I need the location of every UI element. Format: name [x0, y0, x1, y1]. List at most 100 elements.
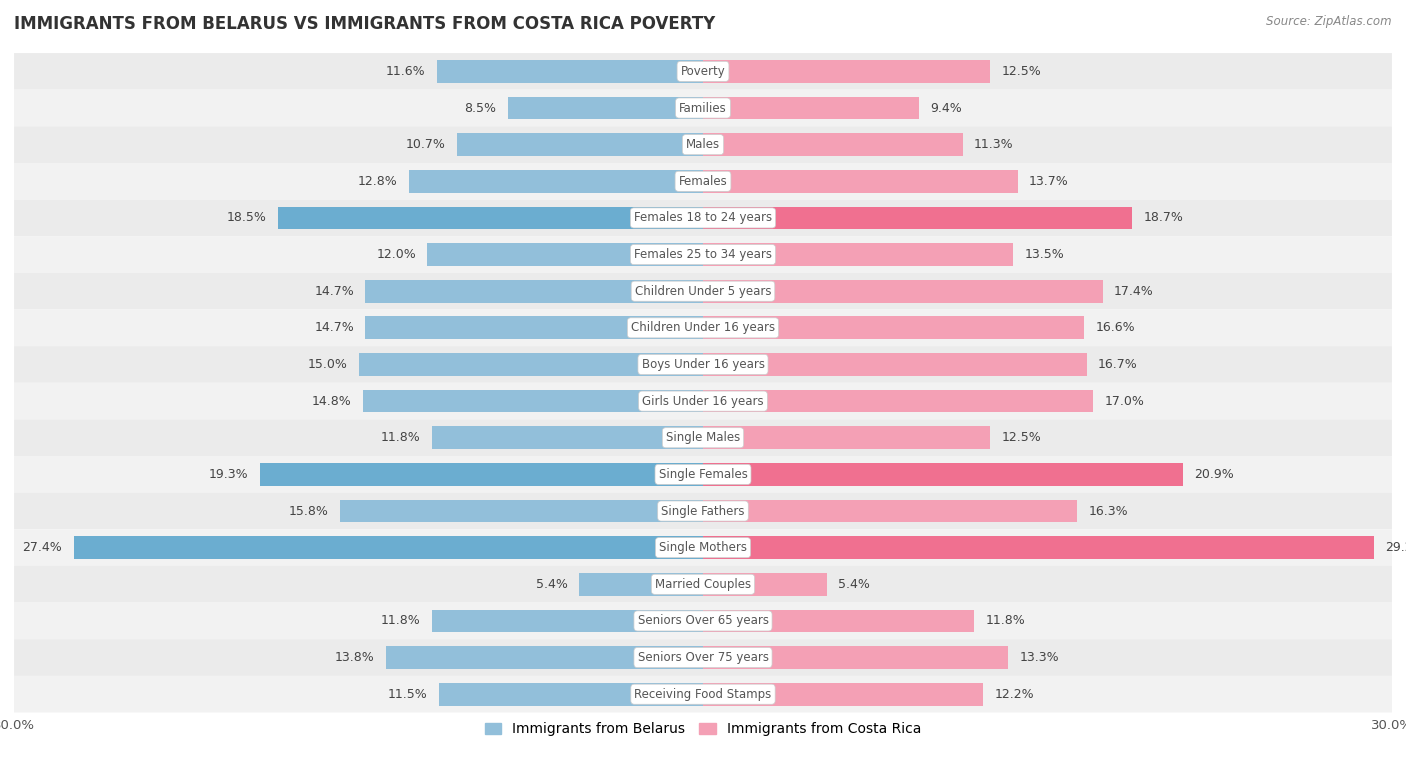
Bar	[432, 609, 703, 632]
Text: 13.8%: 13.8%	[335, 651, 374, 664]
Bar	[703, 280, 1102, 302]
FancyBboxPatch shape	[14, 236, 1392, 273]
Bar	[579, 573, 703, 596]
Text: 17.4%: 17.4%	[1114, 285, 1154, 298]
FancyBboxPatch shape	[14, 566, 1392, 603]
FancyBboxPatch shape	[14, 163, 1392, 199]
Text: Females 18 to 24 years: Females 18 to 24 years	[634, 211, 772, 224]
Bar	[703, 317, 1084, 339]
Text: 16.3%: 16.3%	[1088, 505, 1129, 518]
Bar	[432, 427, 703, 449]
Bar	[703, 500, 1077, 522]
Text: 16.7%: 16.7%	[1098, 358, 1137, 371]
FancyBboxPatch shape	[14, 603, 1392, 639]
Text: 20.9%: 20.9%	[1195, 468, 1234, 481]
Text: 16.6%: 16.6%	[1095, 321, 1135, 334]
Text: Children Under 5 years: Children Under 5 years	[634, 285, 772, 298]
Bar	[703, 427, 990, 449]
Text: 10.7%: 10.7%	[406, 138, 446, 151]
FancyBboxPatch shape	[14, 529, 1392, 566]
Bar	[439, 683, 703, 706]
Text: Single Females: Single Females	[658, 468, 748, 481]
Bar	[703, 353, 1087, 376]
Text: Children Under 16 years: Children Under 16 years	[631, 321, 775, 334]
Bar	[703, 573, 827, 596]
Bar	[703, 170, 1018, 193]
Bar	[703, 390, 1094, 412]
Text: 11.8%: 11.8%	[381, 615, 420, 628]
FancyBboxPatch shape	[14, 419, 1392, 456]
Text: 12.5%: 12.5%	[1001, 65, 1042, 78]
FancyBboxPatch shape	[14, 383, 1392, 419]
Text: 5.4%: 5.4%	[838, 578, 870, 590]
Text: 15.8%: 15.8%	[288, 505, 329, 518]
Bar	[508, 97, 703, 119]
Text: Single Mothers: Single Mothers	[659, 541, 747, 554]
Text: 11.8%: 11.8%	[381, 431, 420, 444]
Bar	[363, 390, 703, 412]
Bar	[260, 463, 703, 486]
Text: 29.2%: 29.2%	[1385, 541, 1406, 554]
Text: IMMIGRANTS FROM BELARUS VS IMMIGRANTS FROM COSTA RICA POVERTY: IMMIGRANTS FROM BELARUS VS IMMIGRANTS FR…	[14, 15, 716, 33]
Text: 17.0%: 17.0%	[1105, 395, 1144, 408]
Text: 13.7%: 13.7%	[1029, 175, 1069, 188]
Text: 18.5%: 18.5%	[226, 211, 267, 224]
Text: Single Fathers: Single Fathers	[661, 505, 745, 518]
Bar	[359, 353, 703, 376]
FancyBboxPatch shape	[14, 493, 1392, 529]
Text: 11.5%: 11.5%	[388, 688, 427, 700]
FancyBboxPatch shape	[14, 89, 1392, 127]
Text: Females 25 to 34 years: Females 25 to 34 years	[634, 248, 772, 261]
Bar	[73, 537, 703, 559]
FancyBboxPatch shape	[14, 639, 1392, 676]
Text: Poverty: Poverty	[681, 65, 725, 78]
Text: 13.5%: 13.5%	[1025, 248, 1064, 261]
Bar	[409, 170, 703, 193]
Text: Families: Families	[679, 102, 727, 114]
Text: 11.3%: 11.3%	[974, 138, 1014, 151]
Text: Seniors Over 75 years: Seniors Over 75 years	[637, 651, 769, 664]
Bar	[703, 609, 974, 632]
Text: 5.4%: 5.4%	[536, 578, 568, 590]
FancyBboxPatch shape	[14, 199, 1392, 236]
Text: 12.5%: 12.5%	[1001, 431, 1042, 444]
Text: 12.2%: 12.2%	[994, 688, 1035, 700]
Bar	[340, 500, 703, 522]
Text: 8.5%: 8.5%	[464, 102, 496, 114]
Bar	[703, 683, 983, 706]
Bar	[457, 133, 703, 156]
Bar	[437, 60, 703, 83]
Text: 11.6%: 11.6%	[385, 65, 425, 78]
Text: Females: Females	[679, 175, 727, 188]
Text: Girls Under 16 years: Girls Under 16 years	[643, 395, 763, 408]
Bar	[703, 243, 1012, 266]
FancyBboxPatch shape	[14, 346, 1392, 383]
Bar	[703, 463, 1182, 486]
Text: 12.0%: 12.0%	[377, 248, 416, 261]
Text: 15.0%: 15.0%	[307, 358, 347, 371]
Text: 11.8%: 11.8%	[986, 615, 1025, 628]
Text: 14.7%: 14.7%	[314, 321, 354, 334]
Text: 27.4%: 27.4%	[22, 541, 62, 554]
Text: Source: ZipAtlas.com: Source: ZipAtlas.com	[1267, 15, 1392, 28]
Bar	[703, 60, 990, 83]
Bar	[703, 97, 920, 119]
Bar	[703, 133, 963, 156]
Bar	[366, 317, 703, 339]
Text: 19.3%: 19.3%	[208, 468, 249, 481]
Bar	[427, 243, 703, 266]
Text: Boys Under 16 years: Boys Under 16 years	[641, 358, 765, 371]
FancyBboxPatch shape	[14, 676, 1392, 713]
Bar	[278, 207, 703, 229]
FancyBboxPatch shape	[14, 53, 1392, 89]
Text: 12.8%: 12.8%	[357, 175, 398, 188]
FancyBboxPatch shape	[14, 456, 1392, 493]
FancyBboxPatch shape	[14, 127, 1392, 163]
Text: Males: Males	[686, 138, 720, 151]
FancyBboxPatch shape	[14, 309, 1392, 346]
Text: Seniors Over 65 years: Seniors Over 65 years	[637, 615, 769, 628]
Text: 14.8%: 14.8%	[312, 395, 352, 408]
Text: 9.4%: 9.4%	[931, 102, 962, 114]
Bar	[703, 207, 1132, 229]
Bar	[703, 647, 1008, 669]
